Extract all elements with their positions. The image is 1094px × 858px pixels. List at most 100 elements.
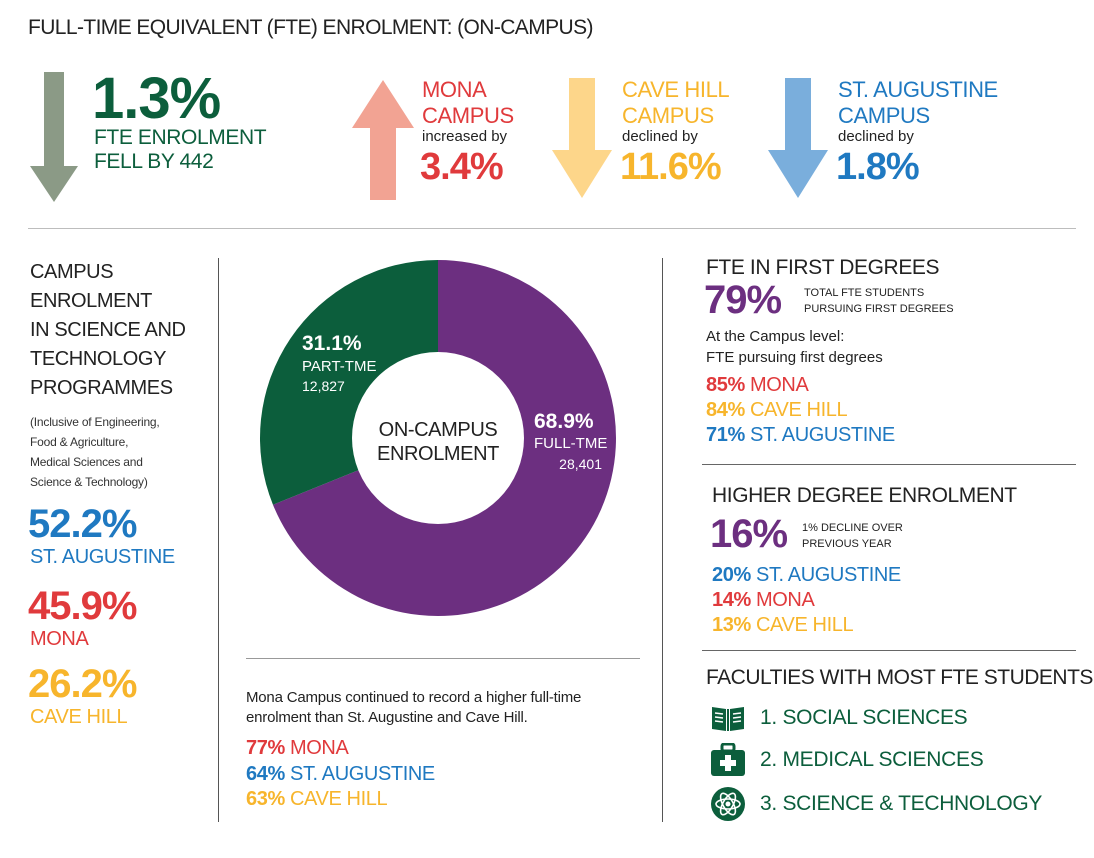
faculty-item: 2. MEDICAL SCIENCES: [710, 742, 984, 778]
center-label-line: ON-CAMPUS: [378, 419, 498, 441]
stat-value: 77%: [246, 737, 285, 759]
heading-line: PROGRAMMES: [30, 377, 173, 399]
science-tech-st-augustine-label: ST. AUGUSTINE: [30, 546, 175, 568]
cave-hill-direction: declined by: [622, 128, 698, 145]
stat-label: CAVE HILL: [750, 399, 848, 421]
column-divider: [662, 258, 663, 822]
heading-line: IN SCIENCE AND: [30, 319, 186, 341]
stat-value: 63%: [246, 788, 285, 810]
section-divider: [702, 464, 1076, 465]
st-augustine-campus-line2: CAMPUS: [838, 103, 930, 128]
science-tech-st-augustine-value: 52.2%: [28, 502, 137, 546]
note-line: (Inclusive of Engineering,: [30, 415, 160, 429]
science-tech-note: (Inclusive of Engineering, Food & Agricu…: [30, 412, 160, 492]
center-label-line: ENROLMENT: [377, 443, 499, 465]
column-divider: [218, 258, 219, 822]
fulltime-mona: 77% MONA: [246, 737, 349, 760]
heading-line: CAMPUS: [30, 261, 114, 283]
full-time-percent-label: 68.9%: [534, 410, 594, 433]
stat-label: CAVE HILL: [290, 788, 388, 810]
fulltime-note-text: Mona Campus continued to record a higher…: [246, 688, 581, 728]
part-time-label: PART-TME: [302, 358, 377, 375]
section-divider: [702, 650, 1076, 651]
donut-hole: [352, 352, 524, 524]
first-degrees-sub: TOTAL FTE STUDENTS PURSUING FIRST DEGREE…: [804, 285, 954, 317]
st-augustine-campus-line1: ST. AUGUSTINE: [838, 77, 998, 102]
stat-value: 71%: [706, 424, 745, 446]
first-degrees-value: 79%: [704, 278, 782, 322]
sub-line: 1% DECLINE OVER: [802, 522, 903, 534]
sub-line: PREVIOUS YEAR: [802, 538, 892, 550]
stat-label: ST. AUGUSTINE: [290, 763, 435, 785]
arrow-down-icon: [768, 78, 828, 198]
full-time-value-label: 28,401: [559, 456, 602, 472]
first-degrees-mona: 85% MONA: [706, 374, 809, 397]
sub-line: TOTAL FTE STUDENTS: [804, 287, 925, 299]
part-time-value-label: 12,827: [302, 378, 345, 394]
faculty-item: 1. SOCIAL SCIENCES: [710, 700, 968, 736]
faculty-label: 1. SOCIAL SCIENCES: [760, 706, 968, 729]
stat-label: MONA: [756, 589, 815, 611]
stat-value: 14%: [712, 589, 751, 611]
first-degrees-cave-hill: 84% CAVE HILL: [706, 399, 848, 422]
science-tech-mona-value: 45.9%: [28, 584, 137, 628]
note-line: Medical Sciences and: [30, 455, 143, 469]
note-line: Food & Agriculture,: [30, 435, 129, 449]
stat-label: MONA: [750, 374, 809, 396]
first-degrees-heading: FTE IN FIRST DEGREES: [706, 256, 940, 279]
science-tech-cave-hill-label: CAVE HILL: [30, 706, 128, 728]
arrow-up-icon: [352, 80, 414, 200]
higher-degree-sub: 1% DECLINE OVER PREVIOUS YEAR: [802, 520, 903, 552]
st-augustine-direction: declined by: [838, 128, 914, 145]
stat-value: 20%: [712, 564, 751, 586]
stat-label: ST. AUGUSTINE: [750, 424, 895, 446]
stat-label: ST. AUGUSTINE: [756, 564, 901, 586]
page-title: FULL-TIME EQUIVALENT (FTE) ENROLMENT: (O…: [28, 16, 593, 39]
faculty-label: 3. SCIENCE & TECHNOLOGY: [760, 792, 1043, 815]
enrolment-donut-chart: [260, 260, 616, 616]
mona-campus-line2: CAMPUS: [422, 103, 514, 128]
headline-value: 1.3%: [92, 66, 221, 131]
section-divider: [28, 228, 1076, 229]
fulltime-cave-hill: 63% CAVE HILL: [246, 788, 388, 811]
stat-value: 85%: [706, 374, 745, 396]
higher-degree-st-augustine: 20% ST. AUGUSTINE: [712, 564, 901, 587]
cave-hill-campus-line2: CAMPUS: [622, 103, 714, 128]
higher-degree-heading: HIGHER DEGREE ENROLMENT: [712, 484, 1017, 507]
note-line: enrolment than St. Augustine and Cave Hi…: [246, 709, 528, 726]
campus-line: FTE pursuing first degrees: [706, 349, 883, 366]
arrow-down-icon: [552, 78, 612, 198]
higher-degree-value: 16%: [710, 512, 788, 556]
heading-line: ENROLMENT: [30, 290, 152, 312]
higher-degree-cave-hill: 13% CAVE HILL: [712, 614, 854, 637]
stat-label: MONA: [290, 737, 349, 759]
donut-center-label: ON-CAMPUS ENROLMENT: [368, 418, 508, 466]
science-tech-cave-hill-value: 26.2%: [28, 662, 137, 706]
headline-line1: FTE ENROLMENT: [94, 126, 267, 149]
stat-label: CAVE HILL: [756, 614, 854, 636]
atom-icon: [710, 786, 746, 822]
note-line: Science & Technology): [30, 475, 148, 489]
mona-campus-line1: MONA: [422, 77, 487, 102]
stat-value: 13%: [712, 614, 751, 636]
stat-value: 84%: [706, 399, 745, 421]
cave-hill-campus-line1: CAVE HILL: [622, 77, 730, 102]
science-tech-mona-label: MONA: [30, 628, 89, 650]
faculty-item: 3. SCIENCE & TECHNOLOGY: [710, 786, 1042, 822]
arrow-down-icon: [30, 72, 78, 202]
sub-line: PURSUING FIRST DEGREES: [804, 303, 954, 315]
first-degrees-campus-text: At the Campus level: FTE pursuing first …: [706, 326, 883, 368]
part-time-percent-label: 31.1%: [302, 332, 362, 355]
mona-direction: increased by: [422, 128, 508, 145]
full-time-label: FULL-TME: [534, 435, 608, 452]
faculties-heading: FACULTIES WITH MOST FTE STUDENTS: [706, 666, 1093, 689]
first-degrees-st-augustine: 71% ST. AUGUSTINE: [706, 424, 895, 447]
st-augustine-change-value: 1.8%: [836, 146, 920, 188]
stat-value: 64%: [246, 763, 285, 785]
fulltime-st-augustine: 64% ST. AUGUSTINE: [246, 763, 435, 786]
higher-degree-mona: 14% MONA: [712, 589, 815, 612]
book-icon: [710, 700, 746, 736]
faculty-label: 2. MEDICAL SCIENCES: [760, 748, 984, 771]
note-divider: [246, 658, 640, 659]
heading-line: TECHNOLOGY: [30, 348, 167, 370]
